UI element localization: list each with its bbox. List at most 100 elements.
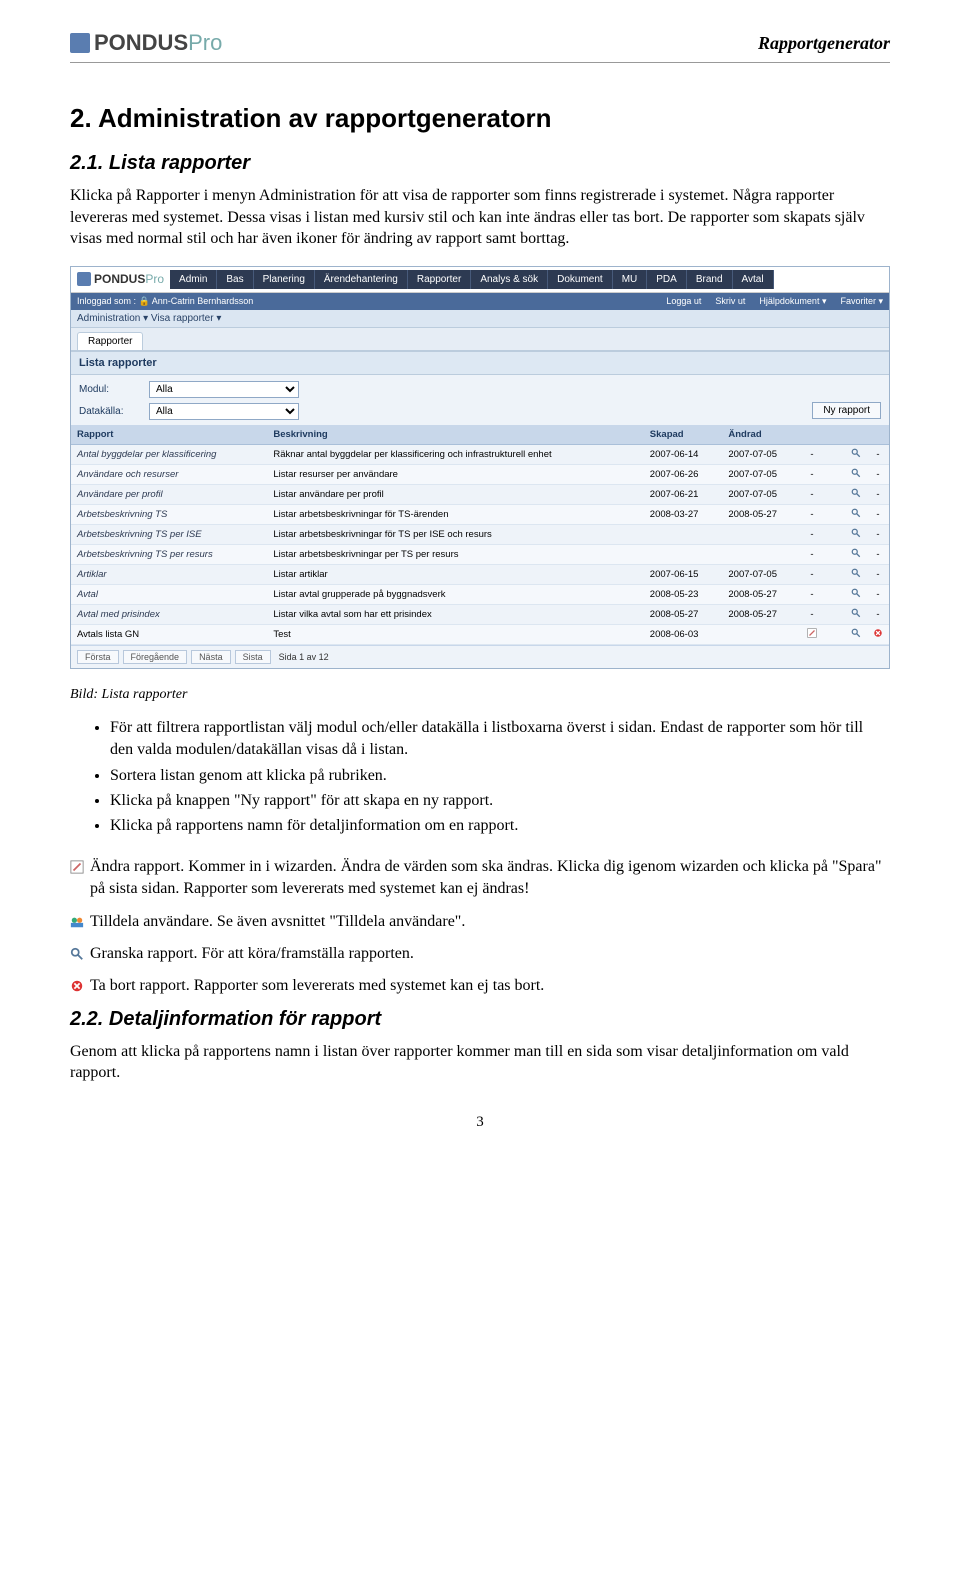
bullet-item: Klicka på rapportens namn för detaljinfo…	[110, 815, 890, 837]
status-link[interactable]: Favoriter ▾	[840, 296, 883, 307]
pager-next[interactable]: Nästa	[191, 650, 231, 664]
menu-item[interactable]: PDA	[647, 270, 687, 289]
status-right: Logga ut Skriv ut Hjälpdokument ▾ Favoriter…	[666, 296, 883, 307]
column-header[interactable]: Skapad	[644, 425, 723, 445]
report-changed: 2008-05-27	[722, 584, 801, 604]
view-cell[interactable]	[845, 524, 867, 544]
paragraph-intro: Klicka på Rapporter i menyn Administrati…	[70, 185, 890, 250]
report-name[interactable]: Användare och resurser	[71, 464, 267, 484]
brand-name: PONDUS	[94, 30, 188, 55]
report-name[interactable]: Antal byggdelar per klassificering	[71, 444, 267, 464]
app-menu: AdminBasPlaneringÄrendehanteringRapporte…	[170, 270, 774, 289]
menu-item[interactable]: Avtal	[733, 270, 774, 289]
report-desc: Listar vilka avtal som har ett prisindex	[267, 604, 643, 624]
doc-header: PONDUSPro Rapportgenerator	[70, 30, 890, 63]
edit-cell: -	[801, 484, 823, 504]
edit-cell[interactable]	[801, 624, 823, 644]
magnify-icon	[70, 947, 84, 961]
view-cell[interactable]	[845, 604, 867, 624]
view-cell[interactable]	[845, 544, 867, 564]
filter-module-select[interactable]: Alla	[149, 381, 299, 398]
report-created: 2007-06-26	[644, 464, 723, 484]
pager-first[interactable]: Första	[77, 650, 119, 664]
pager: Första Föregående Nästa Sista Sida 1 av …	[71, 645, 889, 668]
report-desc: Listar artiklar	[267, 564, 643, 584]
status-link[interactable]: Hjälpdokument ▾	[759, 296, 826, 307]
view-cell[interactable]	[845, 584, 867, 604]
brand-suffix: Pro	[188, 30, 222, 55]
table-row: Avtals lista GNTest2008-06-03	[71, 624, 889, 644]
report-name[interactable]: Arbetsbeskrivning TS per ISE	[71, 524, 267, 544]
menu-item[interactable]: Admin	[170, 270, 217, 289]
report-name[interactable]: Avtal med prisindex	[71, 604, 267, 624]
menu-item[interactable]: Bas	[217, 270, 253, 289]
column-header[interactable]	[867, 425, 889, 445]
subsection-heading-1: 2.1. Lista rapporter	[70, 152, 890, 175]
report-changed: 2007-07-05	[722, 444, 801, 464]
edit-note-text: Ändra rapport. Kommer in i wizarden. Änd…	[90, 856, 890, 901]
column-header[interactable]: Ändrad	[722, 425, 801, 445]
filter-source-select[interactable]: Alla	[149, 403, 299, 420]
delete-cell[interactable]	[867, 624, 889, 644]
table-row: Avtal med prisindexListar vilka avtal so…	[71, 604, 889, 624]
column-header[interactable]	[845, 425, 867, 445]
doc-title: Rapportgenerator	[758, 33, 890, 54]
users-cell	[823, 444, 845, 464]
users-cell	[823, 504, 845, 524]
edit-cell: -	[801, 564, 823, 584]
view-cell[interactable]	[845, 444, 867, 464]
column-header[interactable]	[801, 425, 823, 445]
tab-reports[interactable]: Rapporter	[77, 332, 143, 350]
pager-prev[interactable]: Föregående	[123, 650, 188, 664]
new-report-button[interactable]: Ny rapport	[812, 402, 881, 419]
brand-text: PONDUSPro	[94, 30, 222, 56]
pager-last[interactable]: Sista	[235, 650, 271, 664]
edit-cell: -	[801, 604, 823, 624]
status-link[interactable]: Logga ut	[666, 296, 701, 307]
delete-cell: -	[867, 604, 889, 624]
report-name[interactable]: Användare per profil	[71, 484, 267, 504]
column-header[interactable]: Rapport	[71, 425, 267, 445]
status-link[interactable]: Skriv ut	[715, 296, 745, 307]
brand-logo: PONDUSPro	[70, 30, 222, 56]
view-cell[interactable]	[845, 564, 867, 584]
app-subbar: Administration ▾ Visa rapporter ▾	[71, 310, 889, 328]
brand-icon	[70, 33, 90, 53]
view-cell[interactable]	[845, 504, 867, 524]
panel-title: Lista rapporter	[71, 351, 889, 375]
report-created	[644, 524, 723, 544]
menu-item[interactable]: Ärendehantering	[315, 270, 408, 289]
delete-cell: -	[867, 464, 889, 484]
menu-item[interactable]: Analys & sök	[471, 270, 548, 289]
menu-item[interactable]: MU	[613, 270, 648, 289]
report-name[interactable]: Avtal	[71, 584, 267, 604]
delete-cell: -	[867, 524, 889, 544]
report-name[interactable]: Arbetsbeskrivning TS	[71, 504, 267, 524]
app-logo-text: PONDUSPro	[94, 272, 164, 286]
column-header[interactable]: Beskrivning	[267, 425, 643, 445]
report-name[interactable]: Artiklar	[71, 564, 267, 584]
report-name[interactable]: Arbetsbeskrivning TS per resurs	[71, 544, 267, 564]
report-created: 2007-06-15	[644, 564, 723, 584]
menu-item[interactable]: Dokument	[548, 270, 613, 289]
report-desc: Listar avtal grupperade på byggnadsverk	[267, 584, 643, 604]
app-logo-icon	[77, 272, 91, 286]
users-cell	[823, 584, 845, 604]
view-cell[interactable]	[845, 464, 867, 484]
view-cell[interactable]	[845, 484, 867, 504]
users-cell	[823, 464, 845, 484]
edit-cell: -	[801, 584, 823, 604]
delete-note-text: Ta bort rapport. Rapporter som levererat…	[90, 975, 544, 997]
delete-cell: -	[867, 584, 889, 604]
users-icon	[70, 915, 84, 929]
menu-item[interactable]: Brand	[687, 270, 733, 289]
delete-icon	[70, 979, 84, 993]
menu-item[interactable]: Planering	[254, 270, 315, 289]
delete-cell: -	[867, 544, 889, 564]
column-header[interactable]	[823, 425, 845, 445]
view-cell[interactable]	[845, 624, 867, 644]
menu-item[interactable]: Rapporter	[408, 270, 471, 289]
edit-cell: -	[801, 524, 823, 544]
report-name[interactable]: Avtals lista GN	[71, 624, 267, 644]
table-header-row[interactable]: RapportBeskrivningSkapadÄndrad	[71, 425, 889, 445]
